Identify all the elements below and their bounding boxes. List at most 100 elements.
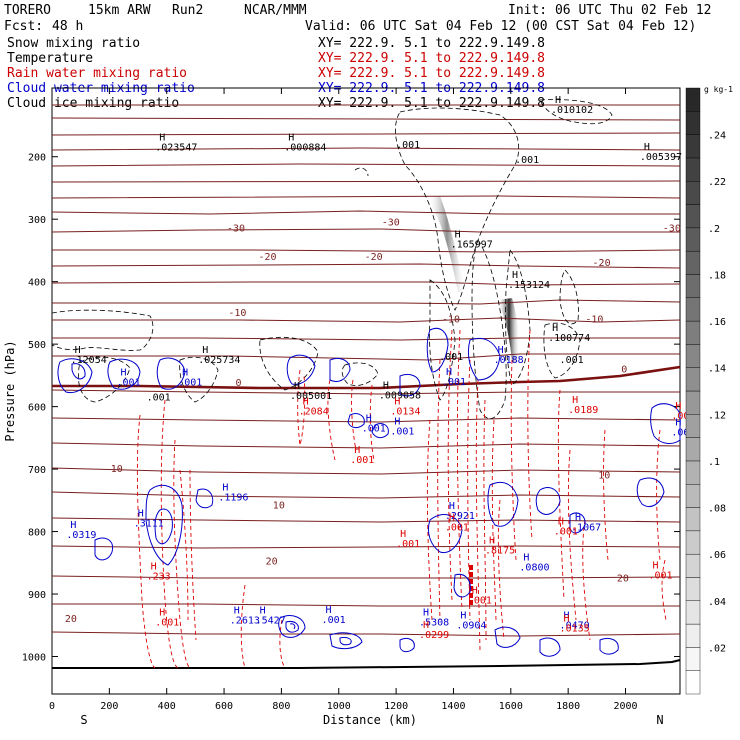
x-tick-label: 0 [49, 701, 55, 712]
rain-water-label-h: H [572, 395, 578, 406]
snow-max-label: .153124 [508, 280, 550, 291]
snow-max-label-h: H [455, 229, 461, 240]
x-axis-start-label: S [80, 713, 87, 727]
y-tick-label: 600 [28, 403, 46, 414]
colorbar-tick-label: .02 [708, 643, 726, 654]
rain-water-label: .001 [468, 595, 492, 606]
rain-water-label-h: H [354, 445, 360, 456]
isotherm-label: -30 [382, 217, 400, 228]
rain-water-label: .233 [147, 572, 171, 583]
header: TORERO 15km ARW Run2 NCAR/MMM Init: 06 U… [4, 3, 712, 34]
colorbar-swatch [685, 670, 701, 695]
colorbar-swatch [685, 157, 701, 182]
colorbar-tick-label: .18 [708, 270, 726, 281]
colorbar-swatch [685, 204, 701, 229]
rain-water-label-h: H [652, 560, 658, 571]
cloud-water-contours [57, 327, 681, 657]
colorbar: g kg-1 .02 .04 .06 .08 .1 .12 .14 .16 .18 .2 .22 .2… [685, 85, 733, 695]
y-tick-label: 200 [28, 153, 46, 164]
x-tick-label: 1600 [499, 701, 523, 712]
x-tick-label: 800 [272, 701, 290, 712]
colorbar-swatch [685, 134, 701, 159]
snow-max-label: .010102 [551, 105, 593, 116]
rain-water-label: .0135 [560, 624, 590, 635]
cloud-water-label-h: H [446, 367, 452, 378]
cloud-water-label: .0904 [456, 620, 486, 631]
snow-max-label: .005001 [290, 391, 332, 402]
colorbar-swatch [685, 530, 701, 555]
colorbar-swatch [685, 181, 701, 205]
snow-contour-label: .001 [439, 352, 463, 363]
rain-water-label: .0299 [419, 630, 449, 641]
snow-max-label-h: H [512, 270, 518, 281]
rain-water-label: .001 [671, 411, 695, 422]
cloud-water-label: .001 [178, 377, 202, 388]
rain-water-label: .2084 [299, 407, 329, 418]
cloud-water-label-h: H [575, 512, 581, 523]
legend-rain-xy: XY= 222.9. 5.1 to 222.9.149.8 [318, 66, 545, 81]
isotherm-label: 20 [266, 557, 278, 568]
snow-max-label-h: H [288, 132, 294, 143]
colorbar-tick-label: .14 [708, 364, 726, 375]
organization: NCAR/MMM [244, 3, 307, 18]
snow-max-label-h: H [383, 380, 389, 391]
cloud-water-label-h: H [675, 417, 681, 428]
rain-water-label-h: H [151, 562, 157, 573]
x-tick-label: 1800 [556, 701, 580, 712]
cloud-water-label-h: H [222, 482, 228, 493]
isotherm-label: 0 [236, 378, 242, 389]
legend-temperature-xy: XY= 222.9. 5.1 to 222.9.149.8 [318, 51, 545, 66]
isotherm-label: -20 [258, 252, 276, 263]
snow-max-label: .025734 [198, 355, 240, 366]
rain-water-label: .001 [445, 522, 469, 533]
colorbar-swatch [685, 344, 701, 368]
run-label: Run2 [172, 3, 203, 18]
colorbar-swatch [685, 577, 701, 601]
y-tick-label: 500 [28, 340, 46, 351]
cloud-water-label: .001 [442, 377, 466, 388]
rain-water-label-h: H [489, 535, 495, 546]
colorbar-swatch [685, 274, 701, 298]
cloud-water-label: .5308 [419, 617, 449, 628]
contour-labels: -30 -30 -30 -20 -20 -20 -10 -10 -10 0 0 10 10 10 20 20 2… [65, 95, 696, 641]
cloud-water-label-h: H [564, 610, 570, 621]
rain-water-label: .001 [396, 539, 420, 550]
colorbar-swatch [685, 250, 701, 275]
x-tick-label: 400 [158, 701, 176, 712]
rain-water-label: .0134 [390, 407, 420, 418]
cloud-water-label: .5427 [256, 615, 286, 626]
cloud-water-label: .001 [117, 377, 141, 388]
rain-water-label-h: H [394, 397, 400, 408]
rain-water-label-h: H [423, 620, 429, 631]
legend-temperature: Temperature [7, 51, 93, 66]
x-tick-label: 1200 [384, 701, 408, 712]
isotherm-label: -10 [228, 308, 246, 319]
rain-water-label: .001 [350, 455, 374, 466]
snow-contour-label: .001 [560, 355, 584, 366]
colorbar-swatch [685, 87, 701, 112]
y-tick-label: 800 [28, 528, 46, 539]
isotherm-label: -20 [365, 252, 383, 263]
legend-snow-xy: XY= 222.9. 5.1 to 222.9.149.8 [318, 36, 545, 51]
colorbar-swatch [685, 507, 701, 532]
x-axis: 0 200 400 600 800 1000 1200 1400 1600 1800 2000 [49, 88, 638, 712]
rain-water-label: .001 [648, 570, 672, 581]
snow-max-label: .005397 [640, 152, 682, 163]
temperature-isotherms [51, 104, 681, 637]
colorbar-tick-label: .06 [708, 550, 726, 561]
y-axis-title: Pressure (hPa) [3, 340, 17, 441]
snow-max-label: .165997 [451, 239, 493, 250]
rain-water-label: .001 [554, 527, 578, 538]
colorbar-swatch [685, 227, 701, 252]
isotherm-label: 10 [598, 470, 610, 481]
colorbar-swatch [685, 484, 701, 508]
colorbar-tick-label: .22 [708, 177, 726, 188]
colorbar-swatch [685, 367, 701, 392]
colorbar-tick-label: .08 [708, 504, 726, 515]
colorbar-swatch [685, 600, 701, 625]
valid-time: Valid: 06 UTC Sat 04 Feb 12 (00 CST Sat … [305, 19, 696, 34]
cloud-water-label-h: H [260, 605, 266, 616]
cloud-water-label: .3111 [134, 519, 164, 530]
rain-water-label: .001 [155, 617, 179, 628]
